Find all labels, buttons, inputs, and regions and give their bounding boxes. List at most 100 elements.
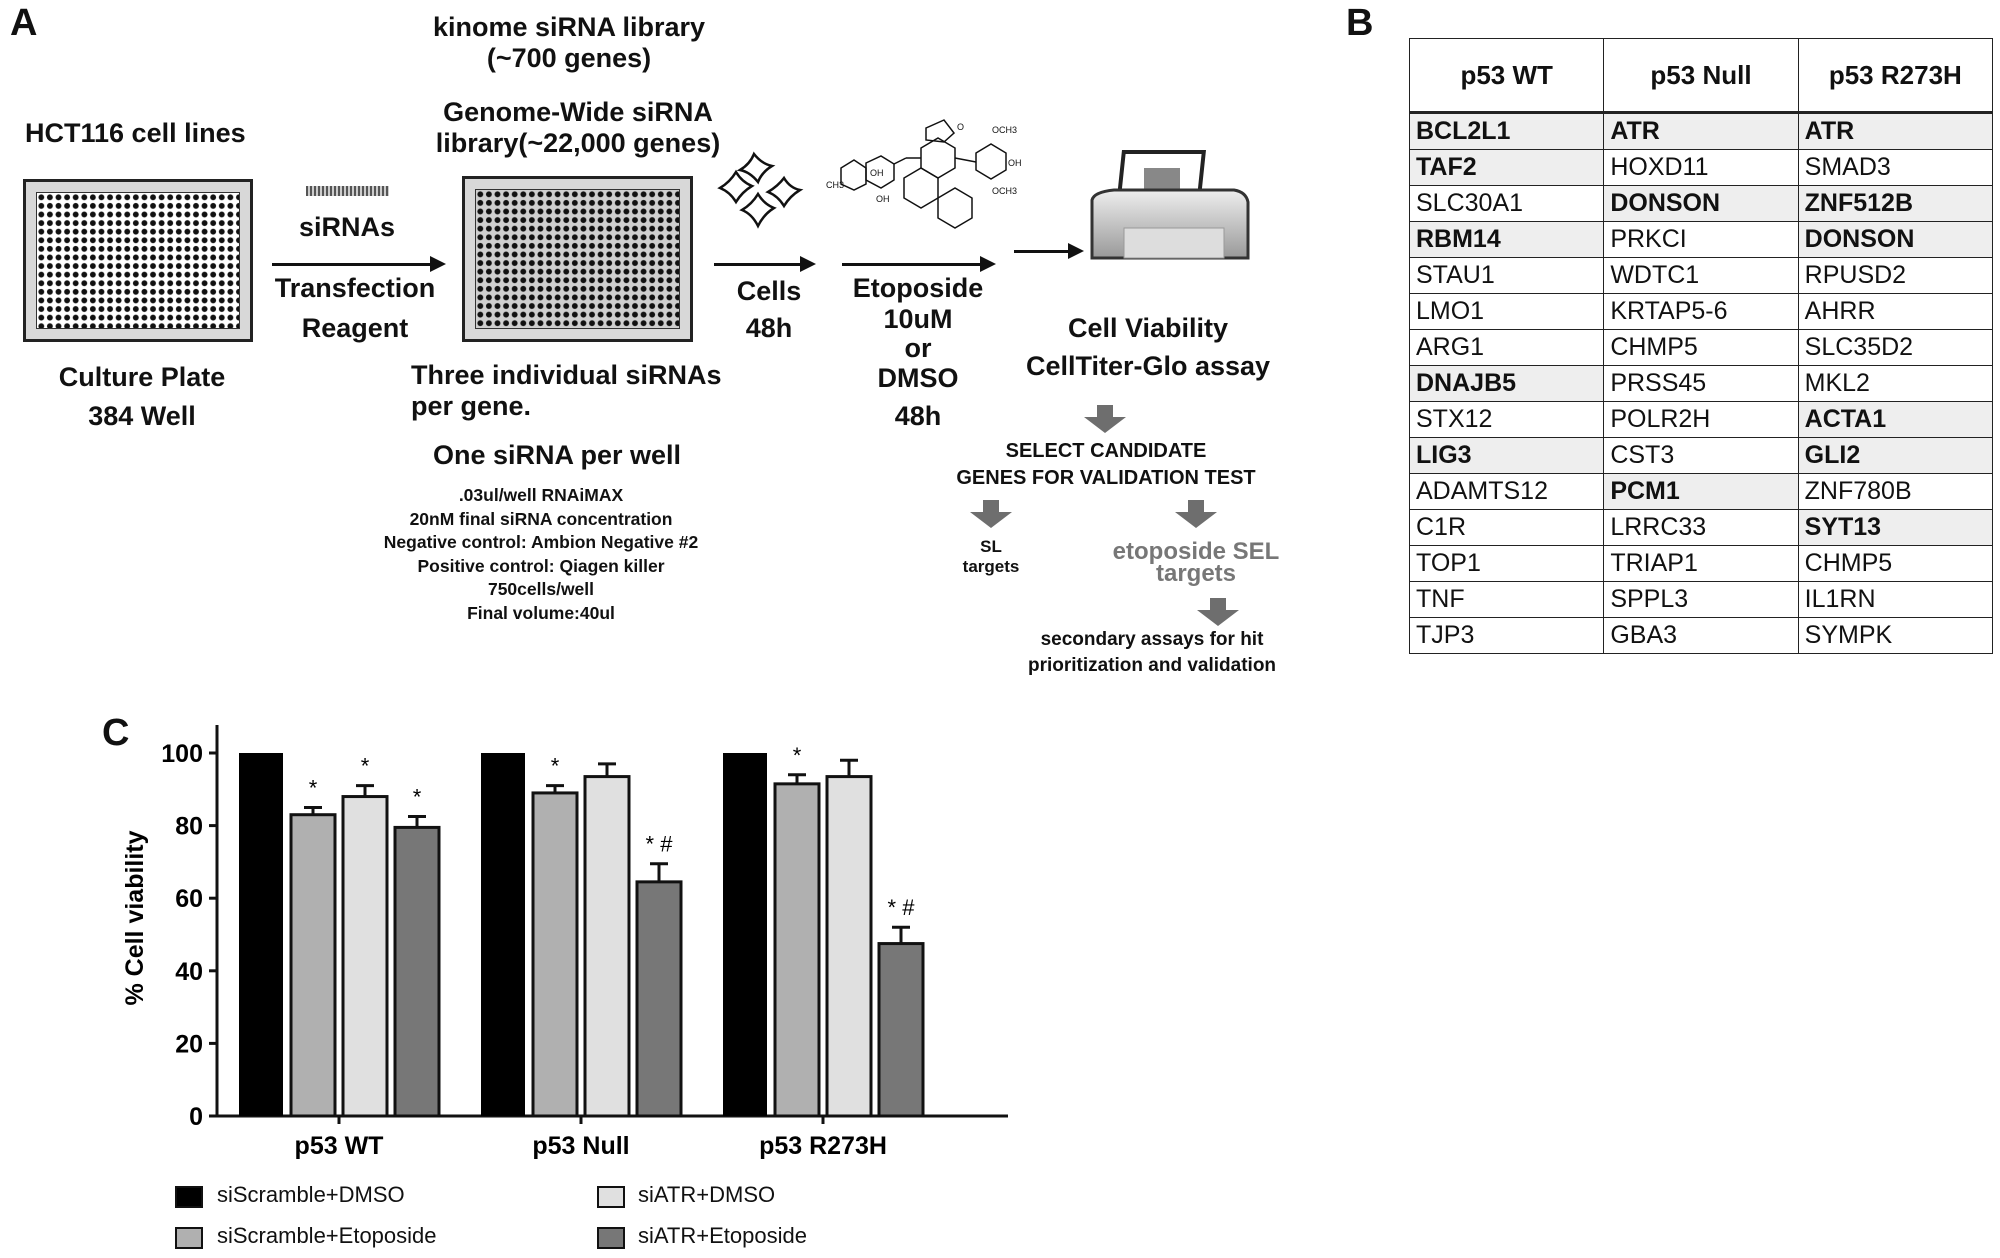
molecule-label: O: [957, 122, 964, 132]
gene-cell: IL1RN: [1797, 581, 1994, 618]
table-row: STAU1 WDTC1 RPUSD2: [1408, 257, 1994, 294]
one-sirna-per-well-label: One siRNA per well: [432, 440, 682, 470]
y-tick-label: 0: [189, 1103, 203, 1131]
column-header: p53 R273H: [1797, 38, 1994, 114]
molecule-label: OCH3: [992, 125, 1017, 135]
genome-library-count: library(~22,000 genes): [435, 128, 721, 158]
gene-cell: C1R: [1408, 509, 1605, 546]
panel-a-letter: A: [10, 2, 38, 44]
gene-cell: PRKCI: [1603, 221, 1799, 258]
etoposide-molecule-icon: OCH3 OH OCH3 CH3 OH OH O: [826, 119, 1022, 229]
significance-mark: *: [793, 743, 802, 768]
table-row: TJP3 GBA3 SYMPK: [1408, 617, 1994, 654]
three-sirnas-label: Three individual siRNAs: [411, 360, 722, 390]
gene-cell: TAF2: [1408, 149, 1605, 186]
gene-cell: MKL2: [1797, 365, 1994, 402]
etoposide-label: Etoposide: [852, 273, 984, 303]
table-row: TNF SPPL3 IL1RN: [1408, 581, 1994, 618]
plate-well-count: 384 Well: [88, 401, 196, 431]
sirna-strip-icon: [306, 186, 389, 196]
legend-swatch-siatr-etoposide: [597, 1227, 625, 1249]
gene-cell: GLI2: [1797, 437, 1994, 474]
table-row: C1R LRRC33 SYT13: [1408, 509, 1994, 546]
gene-cell: SLC30A1: [1408, 185, 1605, 222]
molecule-label: OH: [1008, 158, 1022, 168]
gene-cell: HOXD11: [1603, 149, 1799, 186]
gene-cell: AHRR: [1797, 293, 1994, 330]
gene-cell: GBA3: [1603, 617, 1799, 654]
y-axis-label: % Cell viability: [121, 830, 149, 1005]
culture-plate-label: Culture Plate: [58, 362, 226, 392]
gene-cell: SMAD3: [1797, 149, 1994, 186]
bar: [773, 782, 821, 1118]
y-tick-label: 40: [175, 958, 203, 986]
table-row: STX12 POLR2H ACTA1: [1408, 401, 1994, 438]
bar: [239, 753, 283, 1116]
culture-plate-image: [23, 179, 253, 342]
gene-cell: TRIAP1: [1603, 545, 1799, 582]
gene-cell: LMO1: [1408, 293, 1605, 330]
condition-line: Final volume:40ul: [467, 602, 615, 623]
gene-cell: DONSON: [1603, 185, 1799, 222]
arrow-icon: [272, 256, 446, 272]
genome-library-title: Genome-Wide siRNA: [443, 97, 713, 127]
gene-cell: TJP3: [1408, 617, 1605, 654]
condition-line: Negative control: Ambion Negative #2: [383, 532, 699, 552]
molecule-label: OH: [870, 168, 884, 178]
sl-targets-label: targets: [962, 557, 1020, 576]
legend-label: siATR+Etoposide: [638, 1223, 807, 1248]
table-row: RBM14 PRKCI DONSON: [1408, 221, 1994, 258]
bar: [531, 791, 579, 1118]
gene-cell: KRTAP5-6: [1603, 293, 1799, 330]
gene-cell: CHMP5: [1797, 545, 1994, 582]
bar: [723, 753, 767, 1116]
sel-targets-label: targets: [1155, 560, 1237, 587]
x-tick-label: p53 WT: [295, 1132, 384, 1160]
y-tick-label: 60: [175, 885, 203, 913]
bar: [825, 775, 873, 1118]
table-row: ADAMTS12 PCM1 ZNF780B: [1408, 473, 1994, 510]
legend-swatch-siscramble-etoposide: [175, 1227, 203, 1249]
significance-mark: *: [413, 785, 422, 810]
gene-cell: ZNF512B: [1797, 185, 1994, 222]
etoposide-duration: 48h: [894, 401, 942, 431]
panel-c-letter: C: [102, 712, 130, 754]
x-tick-label: p53 Null: [532, 1132, 629, 1160]
molecule-label: CH3: [826, 180, 844, 190]
gene-cell: CHMP5: [1603, 329, 1799, 366]
gene-cell: PRSS45: [1603, 365, 1799, 402]
per-gene-label: per gene.: [411, 391, 532, 421]
plate-reader-icon: [1090, 150, 1250, 260]
table-row: ARG1 CHMP5 SLC35D2: [1408, 329, 1994, 366]
condition-line: .03ul/well RNAiMAX: [458, 485, 624, 505]
candidate-genes-table: p53 WT p53 Null p53 R273H BCL2L1 ATR ATR TA…: [1408, 38, 1994, 654]
viability-bar-chart: 0 20 40 60 80 100 % Cell viability * * * p53 WT * * …: [121, 725, 1008, 1160]
table-header-row: p53 WT p53 Null p53 R273H: [1408, 38, 1994, 114]
significance-mark: *: [309, 775, 318, 800]
secondary-assays-label: secondary assays for hit: [1040, 629, 1264, 650]
gene-cell: POLR2H: [1603, 401, 1799, 438]
gene-cell: ATR: [1603, 112, 1799, 150]
gene-cell: SYT13: [1797, 509, 1994, 546]
panel-b-letter: B: [1346, 2, 1374, 44]
table-row: TAF2 HOXD11 SMAD3: [1408, 149, 1994, 186]
table-row: DNAJB5 PRSS45 MKL2: [1408, 365, 1994, 402]
arrow-icon: [714, 256, 816, 272]
table-row: SLC30A1 DONSON ZNF512B: [1408, 185, 1994, 222]
significance-mark: * #: [646, 832, 674, 857]
gene-cell: TNF: [1408, 581, 1605, 618]
screen-conditions: .03ul/well RNAiMAX 20nM final siRNA conc…: [384, 484, 698, 625]
sirnas-label: siRNAs: [298, 212, 396, 242]
legend-label: siScramble+DMSO: [217, 1182, 405, 1207]
condition-line: 20nM final siRNA concentration: [409, 508, 673, 529]
x-tick-label: p53 R273H: [759, 1132, 887, 1160]
cell-lines-label: HCT116 cell lines: [25, 118, 246, 148]
significance-mark: * #: [888, 895, 916, 920]
gene-cell: ZNF780B: [1797, 473, 1994, 510]
celltiter-glo-label: CellTiter-Glo assay: [1025, 351, 1271, 381]
gene-cell: ARG1: [1408, 329, 1605, 366]
molecule-label: OCH3: [992, 186, 1017, 196]
etoposide-dose: 10uM: [883, 304, 953, 334]
significance-mark: *: [361, 754, 370, 779]
bar: [635, 880, 683, 1118]
